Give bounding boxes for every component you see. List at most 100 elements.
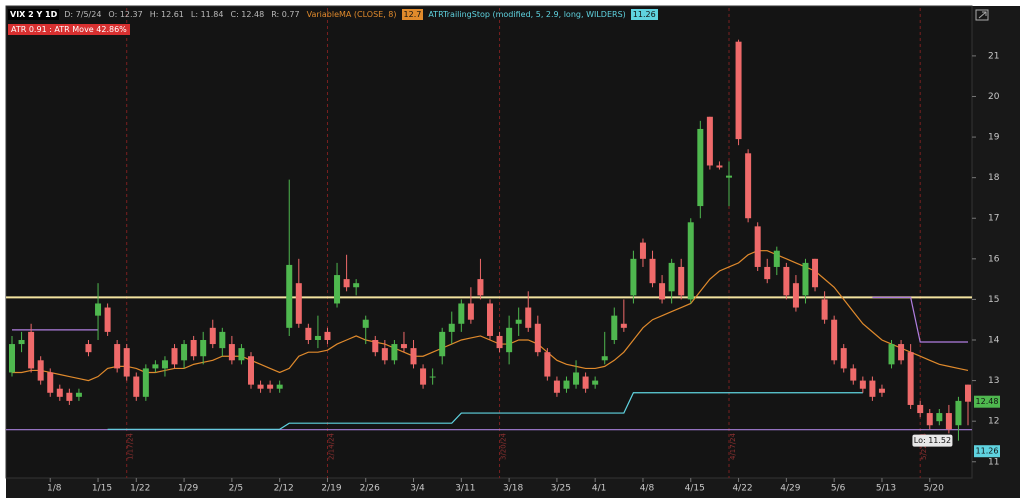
candle-body: [582, 376, 589, 389]
candle-body: [228, 344, 235, 361]
last-price-label-box: [974, 395, 1000, 408]
header-field: C: 12.48: [230, 10, 265, 19]
candle-body: [400, 344, 407, 349]
candle-body: [716, 165, 723, 168]
x-tick-label: 1/15: [92, 484, 112, 494]
candle-body: [850, 368, 857, 381]
candle-body: [209, 327, 216, 345]
header-field: H: 12.61: [149, 10, 184, 19]
candle-body: [563, 380, 570, 389]
candle-body: [764, 266, 771, 280]
candle-body: [592, 380, 599, 385]
candle-body: [353, 283, 360, 288]
expand-icon-frame[interactable]: [975, 9, 989, 21]
candle-body: [324, 331, 331, 341]
expiration-label: 2/14/24: [327, 432, 335, 460]
candle-body: [506, 327, 513, 353]
candle-body: [649, 258, 656, 284]
low-label-box: [912, 434, 953, 447]
candle-body: [888, 344, 895, 365]
x-tick-label: 1/8: [47, 484, 62, 494]
expand-icon[interactable]: [975, 9, 989, 21]
x-tick-label: 3/18: [503, 484, 523, 494]
candle-body: [840, 348, 847, 369]
candle-body: [783, 266, 790, 296]
candle-body: [745, 153, 752, 219]
candle-body: [965, 384, 971, 402]
y-tick-label: 14: [988, 336, 1000, 346]
candle-body: [573, 372, 580, 385]
candle-body: [152, 364, 159, 369]
symbol: VIX 2 Y 1D: [8, 9, 60, 20]
x-tick-label: 5/6: [831, 484, 846, 494]
x-tick-label: 2/19: [321, 484, 341, 494]
candle-body: [181, 344, 188, 361]
candle-body: [754, 226, 761, 267]
candle-body: [343, 279, 350, 288]
candle-body: [659, 283, 666, 300]
candle-body: [821, 299, 828, 320]
candle-body: [945, 413, 952, 430]
expiration-label: 4/17/24: [729, 432, 737, 460]
candle-body: [697, 128, 704, 207]
plot-area: [5, 5, 973, 479]
candle-body: [898, 344, 905, 361]
study-name: ATRTrailingStop (modified, 5, 2.9, long,…: [428, 10, 626, 19]
candle-body: [936, 413, 943, 422]
last-price-label: 12.48: [976, 397, 999, 406]
candle-body: [678, 266, 685, 296]
candle-body: [668, 262, 675, 292]
candle-body: [133, 376, 140, 397]
candle-body: [334, 275, 341, 304]
x-tick-label: 4/29: [780, 484, 800, 494]
candle-body: [286, 264, 293, 328]
candle-body: [477, 279, 484, 296]
y-tick-label: 13: [988, 376, 999, 386]
study-value: 11.26: [630, 9, 658, 20]
candle-body: [276, 384, 283, 389]
candle-body: [219, 331, 226, 349]
study-line: [872, 296, 968, 343]
expand-icon-arrow[interactable]: [978, 11, 987, 19]
candle-body: [515, 319, 522, 324]
candle-body: [66, 392, 73, 401]
y-tick-label: 16: [988, 254, 1000, 264]
x-tick-label: 3/4: [410, 484, 425, 494]
candle-body: [525, 307, 532, 328]
y-tick-label: 11: [988, 457, 999, 467]
candle-body: [859, 380, 866, 389]
x-tick-label: 2/12: [274, 484, 294, 494]
low-label: Lo: 11.52: [914, 436, 951, 445]
candle-body: [238, 348, 245, 361]
y-tick-label: 15: [988, 295, 999, 305]
candle-body: [773, 250, 780, 267]
candle-body: [467, 303, 474, 320]
candle-body: [831, 319, 838, 361]
candle-body: [687, 222, 694, 300]
candle-body: [410, 348, 417, 365]
candle-body: [47, 372, 54, 393]
x-tick-label: 1/29: [178, 484, 198, 494]
y-tick-label: 17: [988, 214, 999, 224]
candle-body: [458, 303, 465, 324]
candle-body: [257, 384, 264, 389]
candle-body: [955, 400, 962, 426]
candle-body: [295, 283, 302, 324]
candle-body: [439, 331, 446, 357]
x-tick-label: 4/22: [732, 484, 752, 494]
candle-body: [487, 303, 493, 336]
x-tick-label: 3/25: [551, 484, 571, 494]
candle-body: [104, 307, 111, 332]
candle-body: [812, 258, 819, 288]
expiration-label: 1/17/24: [127, 432, 135, 460]
candle-body: [114, 344, 121, 369]
candle-body: [142, 368, 149, 397]
x-tick-label: 1/22: [130, 484, 150, 494]
header-field: R: 0.77: [271, 10, 300, 19]
x-tick-label: 5/13: [876, 484, 896, 494]
candle-body: [37, 360, 44, 381]
candle-body: [620, 323, 627, 328]
candle-body: [391, 344, 398, 361]
candle-body: [496, 335, 503, 349]
study-name: VariableMA (CLOSE, 8): [306, 10, 397, 19]
